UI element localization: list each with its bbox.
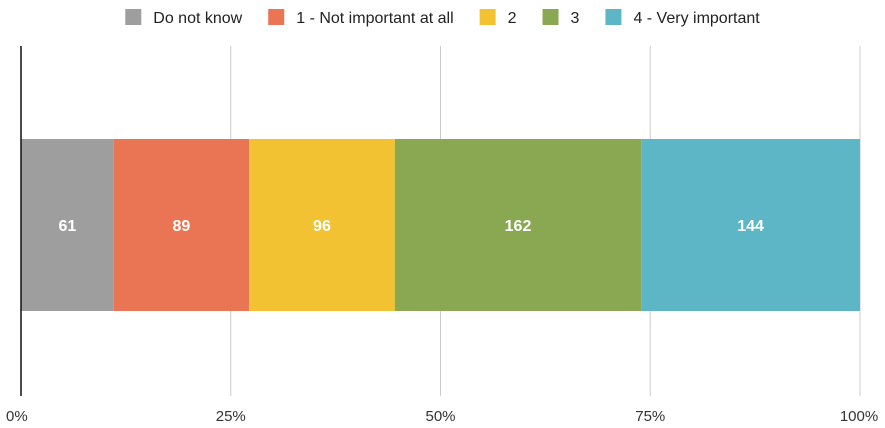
legend-swatch bbox=[125, 9, 142, 25]
bar-segment bbox=[394, 139, 642, 311]
bar-value-label: 96 bbox=[313, 218, 331, 235]
legend-label: 2 bbox=[508, 10, 517, 27]
x-tick-label: 50% bbox=[425, 408, 455, 425]
legend-swatch bbox=[605, 9, 622, 25]
legend-swatch bbox=[268, 9, 285, 25]
legend: Do not know 1 - Not important at all 2 3 4 -… bbox=[125, 9, 760, 27]
bar-value-label: 61 bbox=[58, 218, 76, 235]
bar-segment-cap bbox=[857, 139, 860, 311]
bar-value-label: 89 bbox=[172, 218, 190, 235]
x-tick-label: 0% bbox=[6, 408, 28, 425]
bar-segment bbox=[21, 139, 114, 311]
bar-segment bbox=[248, 139, 395, 311]
legend-label: Do not know bbox=[153, 10, 242, 27]
legend-label: 4 - Very important bbox=[633, 10, 760, 27]
x-tick-label: 100% bbox=[840, 408, 878, 425]
legend-swatch bbox=[479, 9, 496, 25]
bar-value-label: 144 bbox=[737, 218, 764, 235]
bar-segment bbox=[113, 139, 249, 311]
bars bbox=[21, 139, 860, 311]
bar-labels: 61 89 96 162 144 bbox=[58, 218, 764, 235]
legend-label: 3 bbox=[571, 10, 580, 27]
bar-segment bbox=[641, 139, 860, 311]
legend-label: 1 - Not important at all bbox=[296, 10, 453, 27]
legend-swatch bbox=[542, 9, 559, 25]
x-axis-ticks: 0% 25% 50% 75% 100% bbox=[6, 408, 878, 425]
x-tick-label: 25% bbox=[216, 408, 246, 425]
bar-value-label: 162 bbox=[505, 218, 532, 235]
x-tick-label: 75% bbox=[635, 408, 665, 425]
